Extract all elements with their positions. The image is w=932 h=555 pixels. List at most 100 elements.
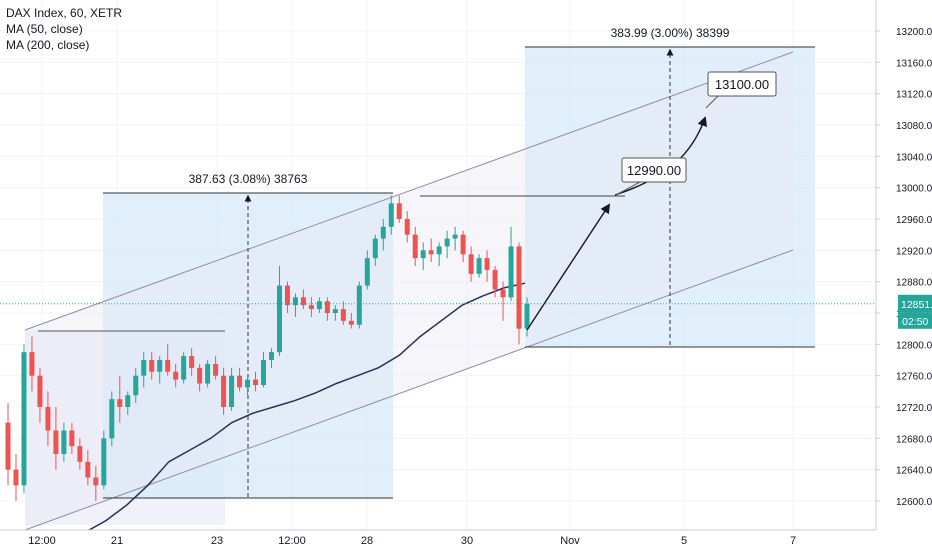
candle-body [237,375,243,388]
candle [356,281,362,329]
candle [101,430,107,490]
price-tick-label: 12960.00 [896,215,932,226]
legend-symbol[interactable]: DAX Index, 60, XETR [6,6,123,20]
current-price-badge [898,294,932,313]
candle-body [364,258,370,286]
candle [253,371,259,392]
time-tick-label: 30 [461,535,473,547]
candle-body [308,305,314,310]
candle [388,195,394,235]
candle [85,450,91,486]
candle-body [13,469,19,486]
countdown-text: 02:50 [902,316,928,328]
chart-legend: DAX Index, 60, XETR MA (50, close) MA (2… [6,5,122,53]
candle-body [117,399,123,407]
candle [420,242,426,270]
candle [77,438,83,470]
candle [141,352,147,388]
candle [492,266,498,298]
ma-line [84,282,526,533]
candle-body [332,309,338,313]
candle-body [500,289,506,298]
candles [5,195,530,501]
candle [396,195,402,223]
candle [149,352,155,380]
candle [181,352,187,384]
parallel-channel [24,51,794,531]
candle-body [292,297,298,306]
candle [5,403,11,486]
candle [29,336,35,392]
candle [444,230,450,259]
candle-body [21,352,27,486]
candle [157,356,163,384]
candle [61,422,67,462]
candle [324,297,330,321]
candle-body [197,367,203,384]
candle-body [165,360,171,372]
price-tick-label: 13080.00 [896,121,932,132]
candle [117,375,123,423]
candle [364,250,370,290]
target-label-2: 13100.00 [705,71,777,109]
candle-body [284,285,290,306]
time-tick-label: 5 [681,535,687,547]
candle-body [205,363,211,384]
time-tick-label: 21 [111,535,123,547]
candle [412,226,418,266]
target-2-box [707,71,777,97]
price-tick-label: 13120.00 [896,90,932,101]
candle-body [181,356,187,380]
candle [372,234,378,266]
candle-body [436,246,442,255]
legend-ma200[interactable]: MA (200, close) [6,38,90,52]
candle-body [508,246,514,298]
candle-body [141,360,147,376]
candle [189,348,195,376]
candle [45,391,51,447]
candle-body [516,246,522,329]
candle-body [253,379,259,386]
candle [21,344,27,494]
candle [500,281,506,321]
candle-body [404,219,410,235]
candle-body [468,254,474,274]
candle-body [157,360,163,372]
time-axis: 12:00 21 23 12:00 28 30 Nov 5 7 [0,529,932,550]
range-2-label: 383.99 (3.00%) 38399 [611,26,730,40]
target-2-text: 13100.00 [715,77,769,92]
candle-body [420,250,426,259]
candle [276,266,282,357]
candle-body [340,309,346,321]
candle-body [125,395,131,407]
candle [380,219,386,251]
candle-body [476,258,482,274]
candle-body [444,238,450,247]
channel-lower [24,249,794,531]
candle [468,246,474,282]
candle [292,293,298,317]
candle-body [492,269,498,290]
candle [476,254,482,278]
candle-body [484,258,490,270]
candle [340,301,346,325]
candle-body [109,399,115,439]
time-tick-label: 28 [361,535,373,547]
countdown-badge [898,312,932,329]
candle-body [388,203,394,227]
target-2-pointer [705,95,719,109]
candle-body [221,375,227,407]
candle-body [5,422,11,470]
candle-body [29,352,35,376]
candle-body [93,477,99,486]
legend-ma50[interactable]: MA (50, close) [6,22,83,36]
candle [284,281,290,313]
candle [316,297,322,313]
range-1-label: 387.63 (3.08%) 38763 [189,172,308,186]
ma-series [84,282,526,533]
channel-band [25,52,793,530]
target-1-box [621,157,687,183]
candle [308,297,314,317]
